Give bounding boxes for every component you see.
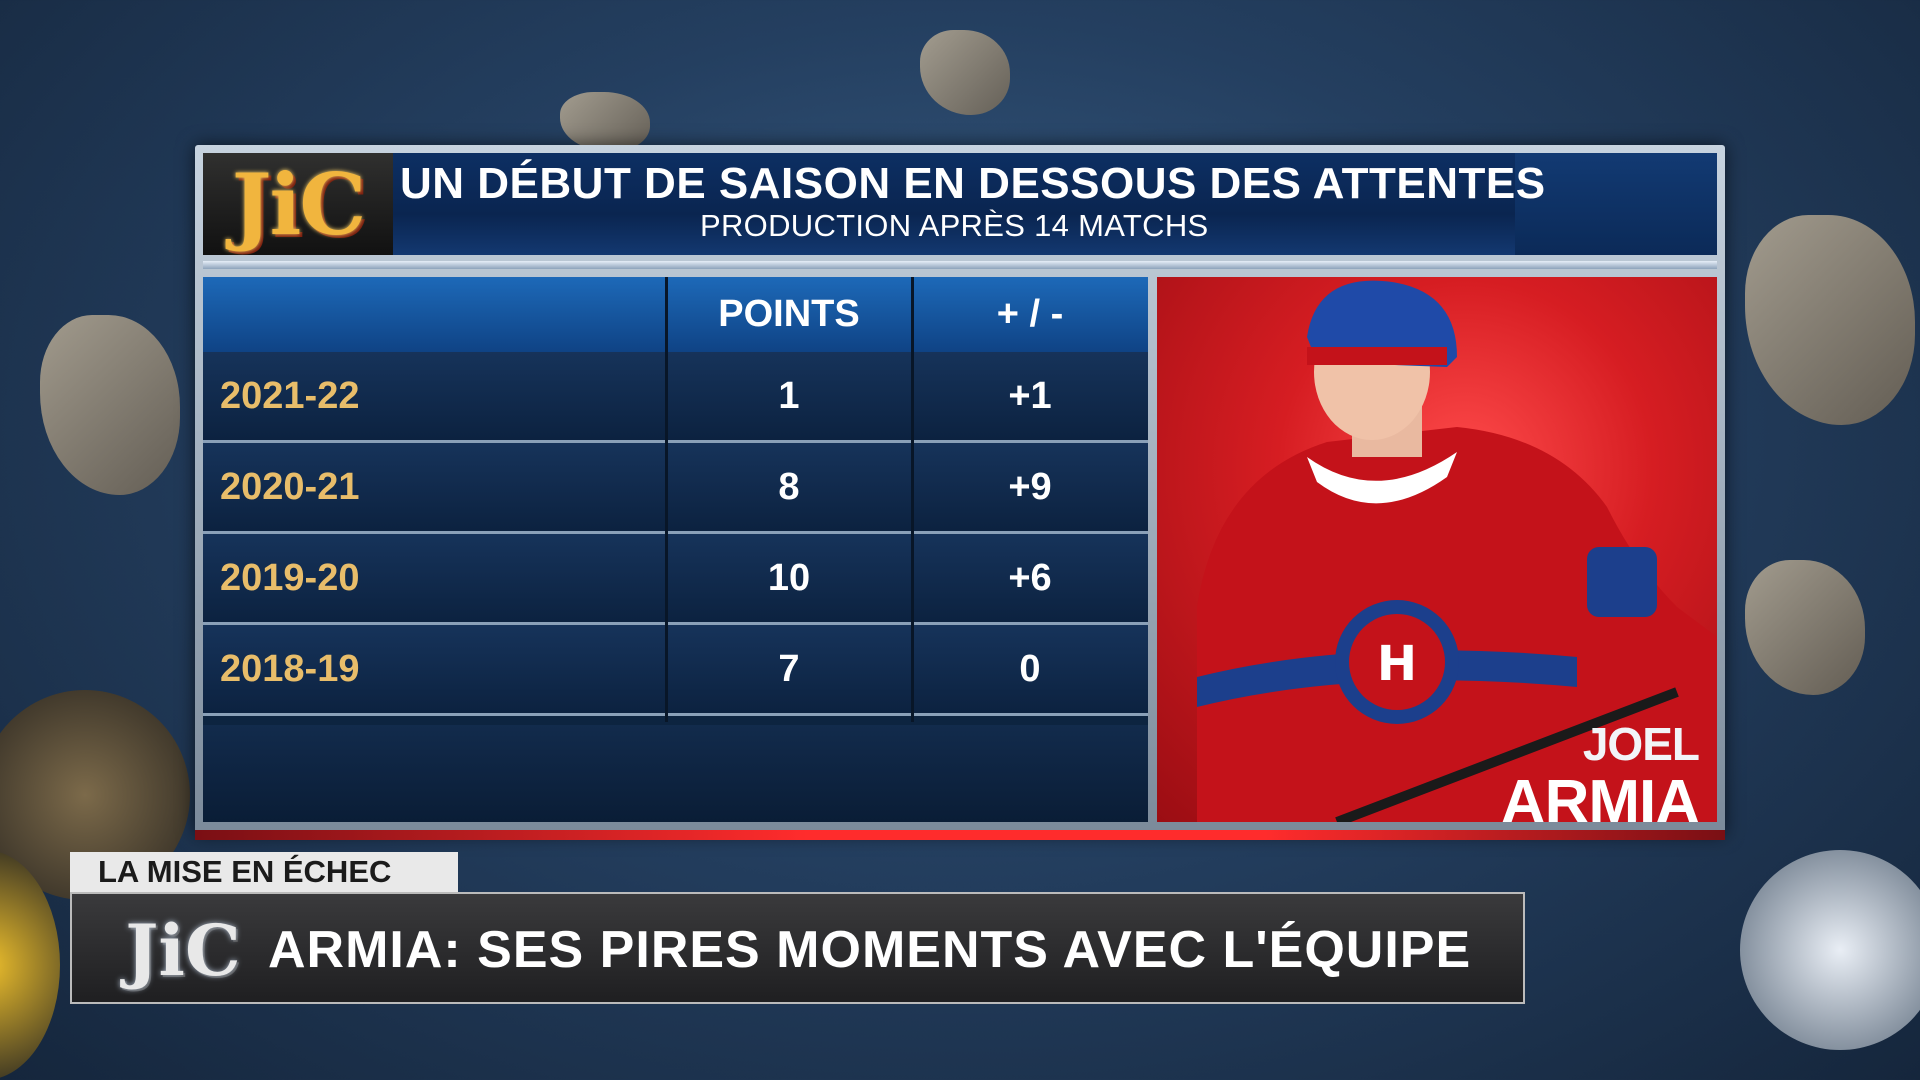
table-header: POINTS + / - <box>203 277 1148 352</box>
table-row: 2021-22 1 +1 <box>203 352 1148 443</box>
player-photo: H JOEL ARMIA <box>1157 277 1717 822</box>
table-row: 2018-19 7 0 <box>203 625 1148 716</box>
points-cell: 1 <box>778 375 800 417</box>
column-divider <box>911 277 914 722</box>
points-cell: 10 <box>767 557 811 599</box>
stats-table: POINTS + / - 2021-22 1 +1 2020-21 8 +9 2… <box>203 277 1148 822</box>
plus-minus-cell: +1 <box>1008 375 1052 417</box>
graphic-subtitle: PRODUCTION APRÈS 14 MATCHS <box>700 208 1209 243</box>
graphic-title: UN DÉBUT DE SAISON EN DESSOUS DES ATTENT… <box>400 159 1546 208</box>
background-rock <box>1745 215 1915 425</box>
player-last-name: ARMIA <box>1500 768 1700 822</box>
background-rock <box>1745 560 1865 695</box>
header-divider <box>203 261 1717 269</box>
points-cell: 8 <box>778 466 800 508</box>
plus-minus-cell: 0 <box>1019 648 1041 690</box>
background-rock <box>560 92 650 152</box>
season-cell: 2018-19 <box>220 648 360 690</box>
plus-minus-cell: +9 <box>1008 466 1052 508</box>
jic-logo: JiC <box>203 153 393 255</box>
segment-tag: LA MISE EN ÉCHEC <box>70 852 458 892</box>
player-first-name: JOEL <box>1582 718 1700 770</box>
season-cell: 2019-20 <box>220 557 360 599</box>
table-empty-row <box>203 725 1148 822</box>
season-cell: 2021-22 <box>220 375 360 417</box>
plus-minus-cell: +6 <box>1008 557 1052 599</box>
table-row: 2019-20 10 +6 <box>203 534 1148 625</box>
table-row: 2020-21 8 +9 <box>203 443 1148 534</box>
player-illustration: H <box>1197 280 1717 822</box>
background-rock <box>40 315 180 495</box>
jic-logo: JiC <box>125 908 241 992</box>
jic-logo-text: JiC <box>231 154 367 254</box>
points-cell: 7 <box>778 648 800 690</box>
lower-third-headline: ARMIA: SES PIRES MOMENTS AVEC L'ÉQUIPE <box>268 921 1472 979</box>
column-header-season <box>203 277 666 352</box>
stats-graphic: JiC UN DÉBUT DE SAISON EN DESSOUS DES AT… <box>195 145 1725 840</box>
lower-third-bar: JiC ARMIA: SES PIRES MOMENTS AVEC L'ÉQUI… <box>70 892 1525 1004</box>
svg-text:H: H <box>1377 636 1417 692</box>
header-accent <box>1515 153 1717 255</box>
season-cell: 2020-21 <box>220 466 360 508</box>
column-header-plus-minus: + / - <box>996 293 1064 335</box>
column-divider <box>665 277 668 722</box>
accent-red-bar <box>195 830 1725 840</box>
background-rock <box>920 30 1010 115</box>
column-header-points: POINTS <box>718 293 860 335</box>
lightning-logo <box>1740 850 1920 1050</box>
graphic-header <box>203 153 1717 255</box>
